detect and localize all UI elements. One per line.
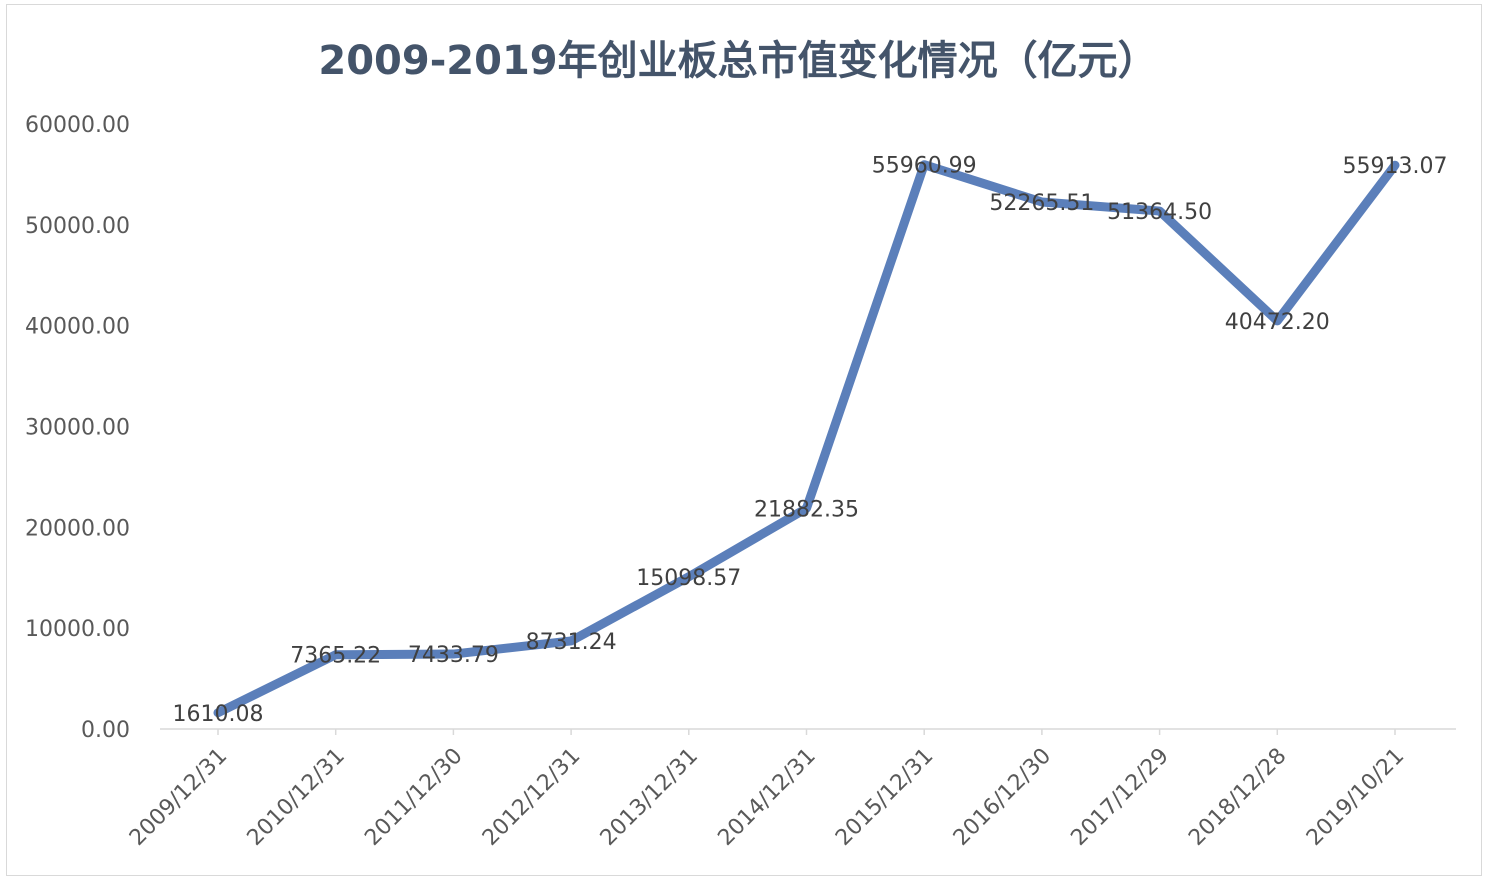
- x-tick-label: 2012/12/31: [478, 744, 585, 851]
- data-label: 21882.35: [754, 497, 859, 522]
- x-tick-label: 2011/12/30: [360, 744, 467, 851]
- data-label: 15098.57: [636, 566, 741, 591]
- y-tick-label: 40000.00: [25, 315, 130, 340]
- y-tick-label: 10000.00: [25, 617, 130, 642]
- data-label: 55960.99: [872, 154, 977, 179]
- data-label: 51364.50: [1107, 200, 1212, 225]
- x-tick-label: 2010/12/31: [243, 744, 350, 851]
- data-label: 7365.22: [290, 644, 381, 669]
- x-tick-label: 2017/12/29: [1066, 744, 1173, 851]
- x-tick-label: 2016/12/30: [949, 744, 1056, 851]
- chart-title: 2009-2019年创业板总市值变化情况（亿元）: [318, 38, 1158, 84]
- data-label: 1610.08: [173, 702, 264, 727]
- y-tick-label: 60000.00: [25, 113, 130, 138]
- data-label: 52265.51: [989, 191, 1094, 216]
- x-tick-label: 2019/10/21: [1302, 744, 1409, 851]
- x-tick-label: 2013/12/31: [596, 744, 703, 851]
- x-tick-label: 2015/12/31: [831, 744, 938, 851]
- y-axis-ticks: 0.00 10000.00 20000.00 30000.00 40000.00 5000…: [25, 113, 130, 743]
- x-tick-label: 2014/12/31: [713, 744, 820, 851]
- x-tick-label: 2018/12/28: [1184, 744, 1291, 851]
- y-tick-label: 20000.00: [25, 516, 130, 541]
- data-labels: 1610.08 7365.22 7433.79 8731.24 15098.57 2188…: [173, 154, 1448, 727]
- x-axis-ticks: 2009/12/31 2010/12/31 2011/12/30 2012/12/31…: [125, 729, 1409, 851]
- y-tick-label: 50000.00: [25, 214, 130, 239]
- y-tick-label: 30000.00: [25, 416, 130, 441]
- data-label: 55913.07: [1343, 154, 1448, 179]
- y-tick-label: 0.00: [81, 718, 130, 743]
- series-line: [213, 160, 1400, 718]
- data-label: 7433.79: [408, 643, 499, 668]
- data-label: 8731.24: [526, 630, 617, 655]
- chart-frame: [6, 4, 1482, 876]
- data-label: 40472.20: [1225, 310, 1330, 335]
- x-tick-label: 2009/12/31: [125, 744, 232, 851]
